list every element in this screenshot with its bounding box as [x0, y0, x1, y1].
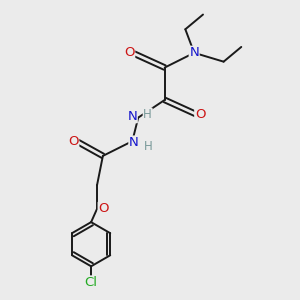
Text: O: O: [68, 135, 79, 148]
Text: O: O: [124, 46, 135, 59]
Text: N: N: [189, 46, 199, 59]
Text: H: H: [143, 108, 152, 121]
Text: O: O: [98, 202, 109, 215]
Text: N: N: [128, 110, 137, 123]
Text: Cl: Cl: [85, 276, 98, 289]
Text: N: N: [129, 136, 139, 149]
Text: H: H: [144, 140, 153, 153]
Text: O: O: [195, 108, 205, 121]
